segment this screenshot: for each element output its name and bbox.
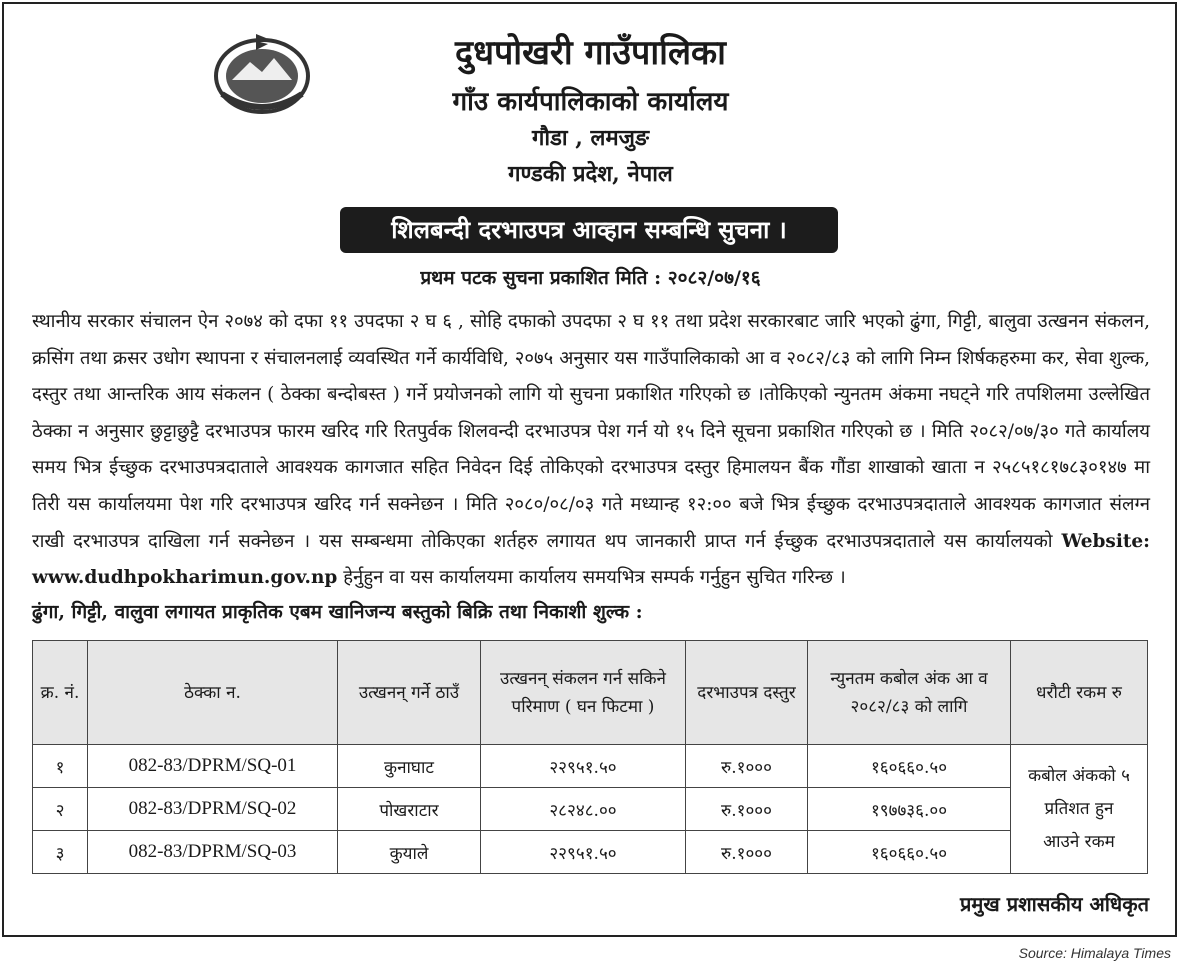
cell-site: पोखराटार [337,787,481,831]
notice-title: शिलबन्दी दरभाउपत्र आव्हान सम्बन्धि सुचना… [340,207,838,253]
cell-fee: रु.१००० [685,830,808,874]
table-heading: ढुंगा, गिट्टी, वालुवा लगायत प्राकृतिक एब… [32,601,643,623]
body-text-end: हेर्नुहुन वा यस कार्यालयमा कार्यालय समयभ… [337,567,846,589]
col-contract-no: ठेक्का न. [87,640,338,745]
cell-serial: १ [32,744,88,788]
cell-serial: ३ [32,830,88,874]
tender-table: क्र. नं. ठेक्का न. उत्खनन् गर्ने ठाउँ उत… [32,640,1148,874]
col-min-bid: न्युनतम कबोल अंक आ व २०८२/८३ को लागि [807,640,1011,745]
cell-quantity: २२९५१.५० [480,744,686,788]
col-quantity: उत्खनन् संकलन गर्न सकिने परिमाण ( घन फिट… [480,640,686,745]
document-frame [2,2,1177,937]
table-header-row: क्र. नं. ठेक्का न. उत्खनन् गर्ने ठाउँ उत… [32,640,1148,745]
cell-contract-no: 082-83/DPRM/SQ-01 [87,744,338,788]
col-site: उत्खनन् गर्ने ठाउँ [337,640,481,745]
cell-min-bid: १६०६६०.५० [807,744,1011,788]
table-row: २ 082-83/DPRM/SQ-02 पोखराटार २८२४८.०० रु… [32,787,1148,831]
cell-quantity: २८२४८.०० [480,787,686,831]
cell-min-bid: १९७७३६.०० [807,787,1011,831]
published-date: प्रथम पटक सुचना प्रकाशित मिति : २०८२/०७/… [420,267,761,289]
cell-site: कुयाले [337,830,481,874]
table-row: ३ 082-83/DPRM/SQ-03 कुयाले २२९५१.५० रु.१… [32,830,1148,874]
table-row: १ 082-83/DPRM/SQ-01 कुनाघाट २२९५१.५० रु.… [32,744,1148,874]
cell-quantity: २२९५१.५० [480,830,686,874]
cell-contract-no: 082-83/DPRM/SQ-03 [87,830,338,874]
government-emblem-icon [214,34,310,114]
cell-fee: रु.१००० [685,744,808,788]
cell-fee: रु.१००० [685,787,808,831]
col-deposit: धरौटी रकम रु [1010,640,1148,745]
source-credit: Source: Himalaya Times [1018,945,1171,961]
cell-deposit: कबोल अंकको ५ प्रतिशत हुन आउने रकम [1010,744,1148,874]
office-name: गाँउ कार्यपालिकाको कार्यालय [452,87,729,117]
province: गण्डकी प्रदेश, नेपाल [508,161,673,187]
cell-contract-no: 082-83/DPRM/SQ-02 [87,787,338,831]
notice-body: स्थानीय सरकार संचालन ऐन २०७४ को दफा ११ उ… [32,304,1150,597]
cell-site: कुनाघाट [337,744,481,788]
body-text: स्थानीय सरकार संचालन ऐन २०७४ को दफा ११ उ… [32,311,1150,552]
cell-min-bid: १६०६६०.५० [807,830,1011,874]
municipality-name: दुधपोखरी गाउँपालिका [455,33,726,73]
col-fee: दरभाउपत्र दस्तुर [685,640,808,745]
col-serial: क्र. नं. [32,640,88,745]
signatory-title: प्रमुख प्रशासकीय अधिकृत [960,892,1149,916]
office-location: गौडा , लमजुङ [532,125,649,151]
cell-serial: २ [32,787,88,831]
website-link[interactable]: Website: www.dudhpokharimun.gov.np [32,530,1150,589]
